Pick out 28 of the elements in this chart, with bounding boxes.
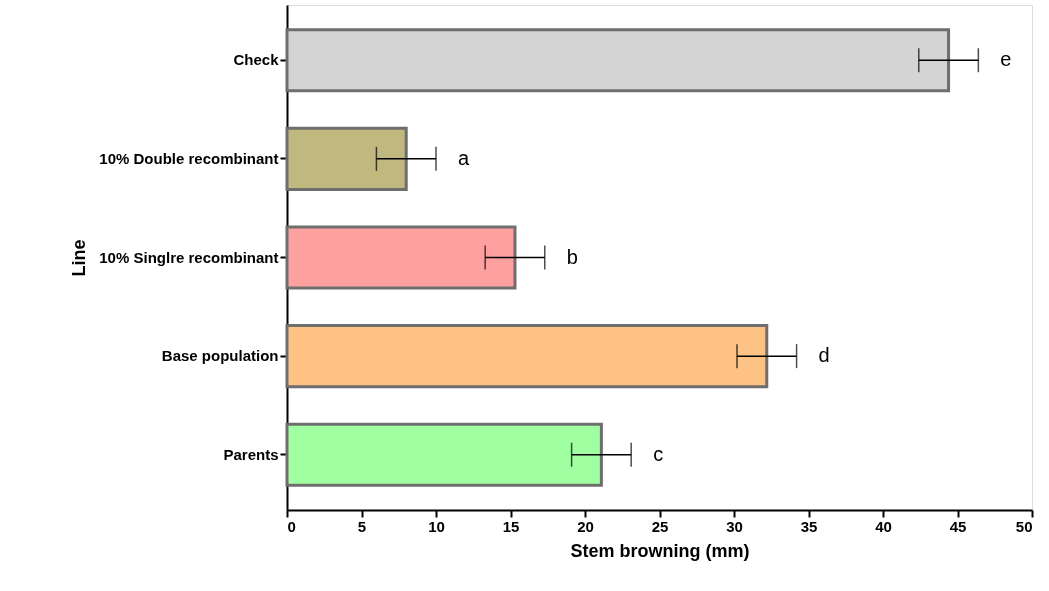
x-tick-label: 45 bbox=[949, 517, 967, 535]
bar bbox=[285, 28, 951, 93]
y-tick-label: 10% Singlre recombinant bbox=[99, 248, 279, 266]
y-tick-label: Parents bbox=[223, 445, 279, 463]
x-tick-label: 20 bbox=[577, 517, 594, 535]
y-axis-title: Line bbox=[69, 239, 90, 277]
x-tick-label: 0 bbox=[287, 517, 296, 535]
annotation: d bbox=[818, 344, 830, 367]
annotation: a bbox=[458, 146, 470, 169]
x-tick-label: 25 bbox=[651, 517, 669, 535]
annotation: e bbox=[1000, 48, 1012, 71]
x-tick-label: 10 bbox=[428, 517, 445, 535]
annotation: b bbox=[566, 245, 578, 268]
x-tick-label: 15 bbox=[502, 517, 520, 535]
bar bbox=[285, 324, 769, 389]
y-tick-label: Base population bbox=[161, 347, 279, 365]
y-tick-label: 10% Double recombinant bbox=[99, 149, 279, 167]
y-tick-label: Check bbox=[233, 51, 280, 69]
x-tick-label: 5 bbox=[357, 517, 367, 535]
bar bbox=[285, 225, 517, 290]
x-tick-label: 30 bbox=[726, 517, 743, 535]
x-tick-label: 50 bbox=[1015, 517, 1033, 535]
bar bbox=[285, 126, 408, 191]
annotation: c bbox=[653, 442, 664, 465]
x-tick-label: 40 bbox=[875, 517, 892, 535]
bar bbox=[285, 422, 603, 487]
x-tick-label: 35 bbox=[800, 517, 818, 535]
x-axis-title: Stem browning (mm) bbox=[570, 540, 750, 561]
